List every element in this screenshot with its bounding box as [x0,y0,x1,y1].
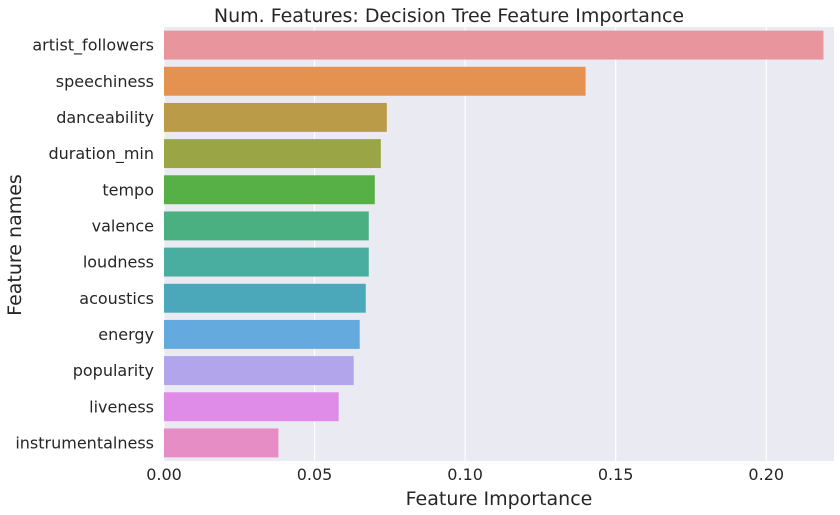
category-label: tempo [102,180,154,199]
x-tick-label: 0.10 [447,465,483,484]
y-axis-label: Feature names [4,174,26,316]
category-label: popularity [73,361,154,380]
category-label: liveness [89,397,154,416]
bar-speechiness [164,66,586,96]
x-axis-label: Feature Importance [406,488,593,510]
bar-valence [164,211,369,241]
category-label: acoustics [79,289,154,308]
bar-artist-followers [164,30,824,60]
category-label: artist_followers [32,36,154,56]
bars [164,30,824,458]
x-tick-label: 0.00 [146,465,182,484]
bar-tempo [164,175,375,205]
bar-instrumentalness [164,428,279,458]
category-label: speechiness [56,72,154,91]
plot-area [164,27,834,461]
grid-lines [163,27,767,461]
x-tick-label: 0.15 [598,465,634,484]
category-label: loudness [83,253,154,272]
x-tick-label: 0.05 [297,465,333,484]
category-label: duration_min [49,144,155,164]
category-label: instrumentalness [15,433,154,452]
category-label: danceability [56,108,154,127]
bar-energy [164,319,360,349]
category-label: energy [98,325,154,344]
bar-duration-min [164,139,381,169]
x-tick-labels: 0.00 0.05 0.10 0.15 0.20 [146,465,784,484]
bar-danceability [164,102,387,132]
bar-loudness [164,247,369,277]
category-label: valence [92,216,154,235]
x-tick-label: 0.20 [748,465,784,484]
chart-title: Num. Features: Decision Tree Feature Imp… [214,5,684,27]
bar-popularity [164,356,354,386]
category-labels: artist_followers speechiness danceability d… [15,36,154,453]
bar-liveness [164,392,339,422]
bar-acoustics [164,283,366,313]
